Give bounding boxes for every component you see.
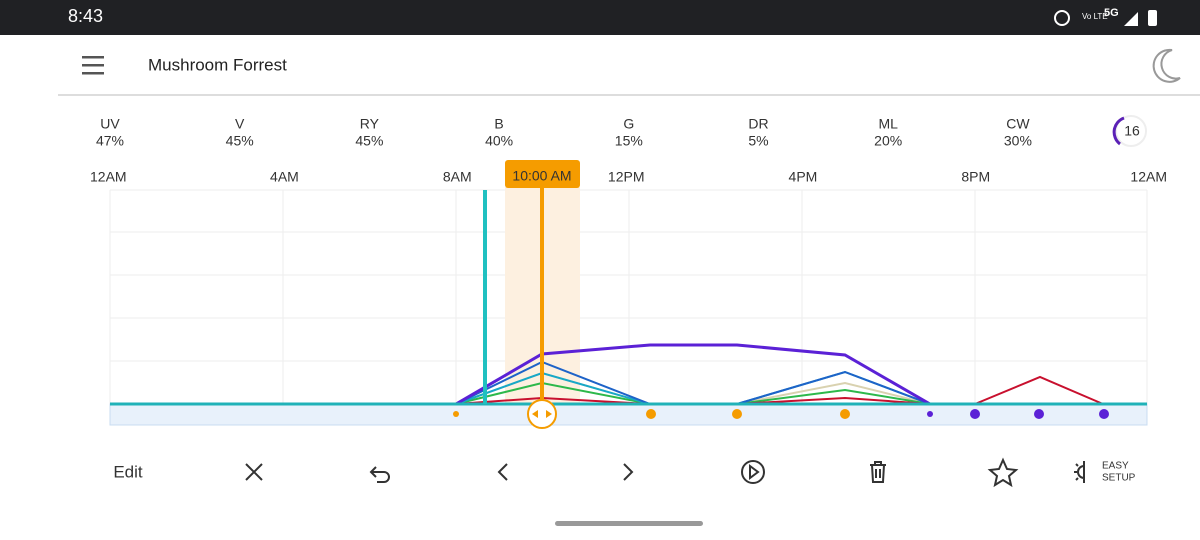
play-button[interactable] (741, 460, 765, 484)
network-label: 5G (1104, 7, 1119, 19)
battery-icon (1148, 10, 1157, 26)
handle-ring (527, 399, 557, 429)
time-label: 8PM (961, 169, 990, 185)
handle-arrows (532, 410, 552, 418)
status-time: 8:43 (68, 6, 103, 26)
channel-name: CW (1006, 116, 1030, 132)
night-mode-button[interactable] (1152, 48, 1181, 83)
keyframe[interactable] (970, 409, 980, 419)
chart-grid (109, 189, 1148, 404)
page-title: Mushroom Forrest (148, 55, 287, 74)
home-indicator (555, 521, 703, 526)
play-triangle (749, 464, 760, 480)
time-label: 12AM (90, 169, 127, 185)
volte-label: Vo LTE (1082, 12, 1108, 21)
keyframe-dots (453, 409, 1109, 419)
keyframe[interactable] (453, 411, 459, 417)
channel-name: DR (748, 116, 768, 132)
keyframe[interactable] (1034, 409, 1044, 419)
time-label: 4PM (789, 169, 818, 185)
close-button[interactable] (245, 463, 263, 481)
selection-handle[interactable] (527, 399, 557, 429)
time-label: 12AM (1130, 169, 1167, 185)
edit-button[interactable]: Edit (113, 462, 143, 481)
timeline-track (109, 403, 1148, 426)
keyframe[interactable] (840, 409, 850, 419)
keyframe[interactable] (1099, 409, 1109, 419)
time-label: 8AM (443, 169, 472, 185)
previous-button[interactable] (497, 463, 508, 481)
channel-level: 30% (1004, 133, 1032, 149)
menu-bar (82, 64, 104, 67)
selection-line (540, 187, 544, 404)
toolbar-icons (245, 457, 1085, 488)
channel-name: UV (100, 116, 120, 132)
channel-level: 40% (485, 133, 513, 149)
easy-setup-label[interactable]: SETUP (1102, 473, 1136, 484)
badge-progress (1112, 116, 1125, 146)
channel-level: 15% (615, 133, 643, 149)
easy-setup-label[interactable]: EASY (1102, 461, 1129, 472)
channel-name: B (494, 116, 503, 132)
menu-button[interactable] (82, 56, 104, 75)
channel-level: 45% (226, 133, 254, 149)
header-divider (58, 94, 1200, 96)
time-labels: 12AM 4AM 8AM 12PM 4PM 8PM 12AM (90, 169, 1167, 185)
intensity-curves (110, 343, 1147, 406)
badge-ring (1115, 115, 1147, 147)
status-bar (0, 0, 1200, 35)
next-button[interactable] (623, 463, 634, 481)
channel-name: ML (878, 116, 898, 132)
channel-name: V (235, 116, 245, 132)
menu-bar (82, 72, 104, 75)
keyframe[interactable] (646, 409, 656, 419)
time-label: 12PM (608, 169, 645, 185)
play-ring (741, 460, 765, 484)
keyframe[interactable] (927, 411, 933, 417)
delete-button[interactable] (870, 461, 886, 483)
menu-bar (82, 56, 104, 59)
selected-time: 10:00 AM (512, 168, 571, 184)
undo-button[interactable] (369, 466, 390, 483)
rays-icon (1074, 463, 1079, 481)
favorite-button[interactable] (987, 457, 1019, 488)
keyframe[interactable] (732, 409, 742, 419)
bulb-icon (1077, 461, 1085, 483)
channel-name: G (623, 116, 634, 132)
channel-level: 45% (355, 133, 383, 149)
channel-level: 5% (748, 133, 768, 149)
curve-uv (455, 343, 931, 406)
channel-level: 20% (874, 133, 902, 149)
time-label: 4AM (270, 169, 299, 185)
alarm-icon (1054, 10, 1070, 26)
current-time-marker (483, 190, 487, 404)
signal-icon (1124, 12, 1138, 26)
channel-name: RY (360, 116, 380, 132)
easy-setup-icon[interactable] (1074, 461, 1085, 483)
selected-time-box (505, 160, 580, 188)
badge-count[interactable]: 16 (1124, 123, 1140, 139)
curve-ml (974, 375, 1104, 405)
channel-level: 47% (96, 133, 124, 149)
